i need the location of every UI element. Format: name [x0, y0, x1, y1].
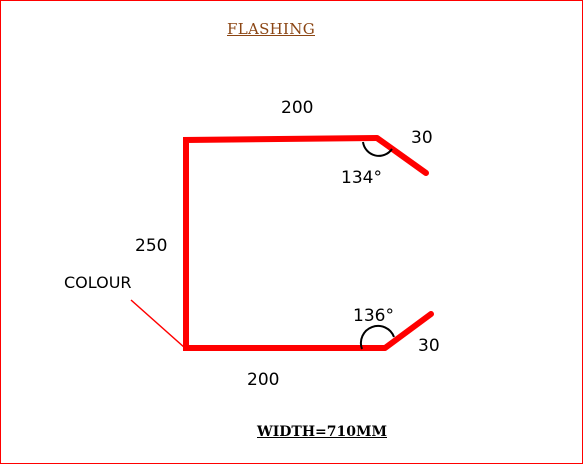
top-angle-label: 134°: [341, 168, 382, 188]
top-length-label: 200: [281, 98, 313, 118]
bottom-angle-arc: [359, 324, 395, 350]
colour-pointer-line: [130, 299, 186, 349]
width-label: WIDTH=710MM: [257, 424, 388, 440]
top-flange-line: [374, 135, 429, 176]
colour-label: COLOUR: [64, 273, 132, 292]
side-length-label: 250: [135, 236, 167, 256]
bottom-flange-label: 30: [418, 336, 440, 356]
top-angle-arc: [362, 141, 393, 157]
bottom-length-label: 200: [247, 370, 279, 390]
top-flange-label: 30: [411, 128, 433, 148]
bottom-flange-line: [382, 311, 434, 351]
flashing-profile-main: [183, 135, 385, 351]
drawing-title: FLASHING: [227, 20, 315, 38]
bottom-angle-label: 136°: [353, 306, 394, 326]
